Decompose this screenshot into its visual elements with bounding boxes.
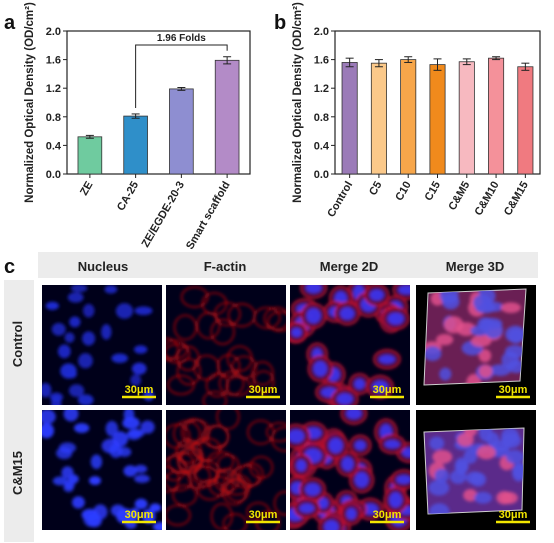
column-title-merge-2d: Merge 2D xyxy=(319,259,379,274)
micrograph-cm15-merge-2d: 30μm xyxy=(290,410,410,530)
x-tick-label: C5 xyxy=(367,180,384,198)
micrograph-control-nucleus: 30μm xyxy=(42,285,162,405)
bar-chart-1: 0.0 0.4 0.8 1.2 1.6 2.0 Normalized Optical Den… xyxy=(292,2,541,220)
scale-bar-label: 30μm xyxy=(249,384,278,396)
bar xyxy=(400,59,417,175)
row-title-cm15: C&M15 xyxy=(10,450,25,496)
column-header-band xyxy=(38,252,538,278)
scale-bar-label: 30μm xyxy=(249,509,278,521)
micrograph-section: Nucleus F-actin Merge 2D Merge 3D Contro… xyxy=(0,250,554,543)
column-title-merge-3d: Merge 3D xyxy=(445,259,505,274)
bar xyxy=(458,61,475,175)
bar xyxy=(123,115,148,175)
micrograph-cm15-f-actin: 30μm xyxy=(166,410,286,530)
scale-bar-label: 30μm xyxy=(125,384,154,396)
y-tick-label: 0.8 xyxy=(46,112,61,124)
comparison-bracket xyxy=(135,44,228,108)
x-tick-label: C&M10 xyxy=(473,180,502,218)
column-title-nucleus: Nucleus xyxy=(77,259,129,274)
x-tick-label: ZE/EGDE-20-3 xyxy=(140,180,187,250)
scale-bar-label: 30μm xyxy=(373,509,402,521)
y-tick-label: 0.0 xyxy=(314,169,329,181)
y-tick-label: 1.2 xyxy=(314,83,329,95)
y-tick-label: 0.0 xyxy=(46,169,61,181)
y-axis-label: Normalized Optical Density (OD/cm²) xyxy=(24,2,36,203)
x-tick-label: C&M5 xyxy=(446,180,472,213)
y-axis-label: Normalized Optical Density (OD/cm²) xyxy=(292,2,304,203)
row-header-band xyxy=(4,280,34,542)
panel-label-b: b xyxy=(274,12,287,34)
scale-bar-label: 30μm xyxy=(373,384,402,396)
x-tick-label: CA-25 xyxy=(115,180,141,214)
bar xyxy=(169,88,194,175)
panel-label-c: c xyxy=(4,256,16,278)
fold-change-annotation: 1.96 Folds xyxy=(157,33,206,44)
column-title-f-actin: F-actin xyxy=(203,259,247,274)
x-tick-label: Smart scaffold xyxy=(184,180,233,252)
bar xyxy=(341,62,358,175)
micrograph-control-f-actin: 30μm xyxy=(166,285,286,405)
panel-label-a: a xyxy=(4,12,16,34)
y-tick-label: 1.6 xyxy=(46,55,61,67)
row-title-control: Control xyxy=(10,320,25,368)
y-tick-label: 0.8 xyxy=(314,112,329,124)
bar xyxy=(517,66,534,175)
x-tick-label: ZE xyxy=(78,180,95,198)
bar xyxy=(214,59,240,175)
y-tick-label: 1.2 xyxy=(46,83,61,95)
bar xyxy=(77,136,103,175)
bar xyxy=(488,57,505,175)
x-tick-label: C10 xyxy=(393,180,413,203)
y-tick-label: 2.0 xyxy=(46,26,61,38)
micrograph-cm15-merge-3d: 30μm xyxy=(416,410,536,530)
scale-bar-label: 30μm xyxy=(125,509,154,521)
bar xyxy=(370,62,387,175)
micrograph-control-merge-2d: 30μm xyxy=(290,285,410,405)
scale-bar-label: 30μm xyxy=(499,509,528,521)
y-tick-label: 2.0 xyxy=(314,26,329,38)
y-tick-label: 0.4 xyxy=(46,140,62,152)
bar-chart-0: 0.0 0.4 0.8 1.2 1.6 2.0 Normalized Optical Den… xyxy=(24,2,251,252)
bar xyxy=(429,64,446,175)
x-tick-label: Control xyxy=(325,180,355,220)
y-tick-label: 0.4 xyxy=(314,140,330,152)
micrograph-control-merge-3d: 30μm xyxy=(416,285,536,405)
plot-frame xyxy=(334,30,541,175)
micrograph-cm15-nucleus: 30μm xyxy=(42,410,162,530)
x-tick-label: C15 xyxy=(423,180,443,203)
x-tick-label: C&M15 xyxy=(502,180,531,218)
scale-bar-label: 30μm xyxy=(499,384,528,396)
y-tick-label: 1.6 xyxy=(314,55,329,67)
plot-frame xyxy=(66,30,251,175)
